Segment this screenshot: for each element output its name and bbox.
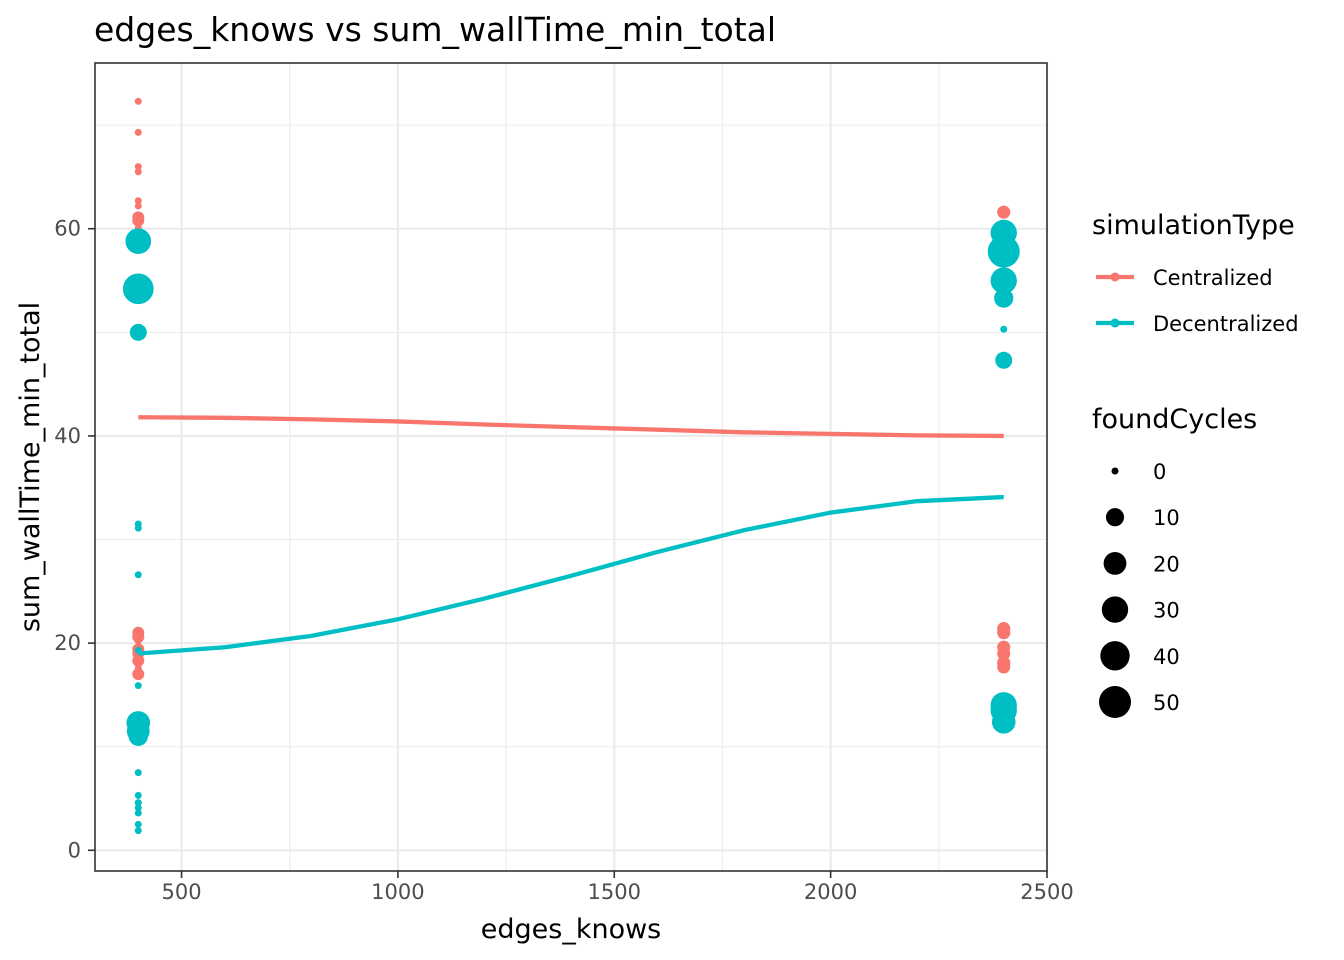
x-axis-title: edges_knows <box>481 914 661 945</box>
y-axis-title: sum_wallTime_min_total <box>15 302 46 632</box>
data-point <box>990 267 1017 294</box>
legend-label: Centralized <box>1153 266 1273 290</box>
data-point <box>134 682 142 690</box>
legend-label: Decentralized <box>1153 312 1299 336</box>
size-legend-label: 50 <box>1153 691 1180 715</box>
data-point <box>1000 325 1008 333</box>
color-legend-title: simulationType <box>1092 210 1295 241</box>
x-tick-label: 1000 <box>371 880 424 904</box>
data-point <box>134 168 142 176</box>
data-point <box>134 637 142 645</box>
data-point <box>134 524 142 532</box>
data-point <box>134 804 142 812</box>
data-point <box>134 128 142 136</box>
data-point <box>134 97 142 105</box>
panel-border <box>94 62 1048 872</box>
data-point <box>997 646 1011 661</box>
trend-line <box>138 415 1004 439</box>
legend: simulationType Centralized Decentralized fo… <box>1092 210 1299 718</box>
data-point <box>134 163 142 171</box>
data-point <box>122 273 154 305</box>
data-point <box>134 769 142 777</box>
data-point <box>134 571 142 579</box>
data-point <box>997 626 1011 640</box>
data-point <box>987 235 1020 268</box>
data-point <box>132 654 145 667</box>
y-tick-label: 40 <box>54 424 81 448</box>
size-legend-key <box>1103 551 1127 575</box>
plot-panel: 500 1000 1500 2000 2500 0 20 40 60 <box>54 62 1074 904</box>
size-legend-title: foundCycles <box>1092 404 1257 435</box>
data-point <box>994 288 1014 308</box>
y-tick-label: 20 <box>54 631 81 655</box>
size-legend-key <box>1111 467 1119 475</box>
data-point <box>995 351 1013 369</box>
x-tick-label: 1500 <box>588 880 641 904</box>
data-point <box>990 219 1017 247</box>
legend-key-point <box>1110 272 1120 282</box>
size-legend-key <box>1105 508 1125 527</box>
data-point <box>128 726 148 746</box>
size-legend-label: 0 <box>1153 460 1166 484</box>
size-legend-label: 40 <box>1153 645 1180 669</box>
data-point <box>125 228 152 255</box>
data-point <box>132 668 145 681</box>
data-point <box>134 202 142 210</box>
data-point <box>134 799 142 807</box>
data-point <box>991 710 1016 734</box>
size-legend-label: 10 <box>1153 506 1180 530</box>
x-tick-label: 2000 <box>804 880 857 904</box>
data-point <box>997 660 1011 674</box>
data-point <box>134 197 142 205</box>
panel-background <box>95 63 1047 871</box>
x-tick-label: 2500 <box>1020 880 1073 904</box>
trend-line <box>138 494 1004 656</box>
y-tick-label: 60 <box>54 217 81 241</box>
data-point <box>134 820 142 828</box>
data-point <box>132 214 145 227</box>
size-legend-label: 20 <box>1153 552 1180 576</box>
size-legend-label: 30 <box>1153 599 1180 623</box>
size-legend-key <box>1099 686 1131 718</box>
data-point <box>134 664 142 672</box>
data-point <box>134 791 142 799</box>
size-legend-key <box>1100 641 1130 671</box>
legend-key-point <box>1110 318 1120 328</box>
size-legend-key <box>1101 596 1129 623</box>
data-point <box>134 827 142 835</box>
data-point <box>134 809 142 817</box>
data-point <box>997 205 1011 219</box>
y-tick-label: 0 <box>68 838 81 862</box>
chart-title: edges_knows vs sum_wallTime_min_total <box>94 10 776 49</box>
data-point <box>129 323 147 341</box>
x-tick-label: 500 <box>161 880 201 904</box>
